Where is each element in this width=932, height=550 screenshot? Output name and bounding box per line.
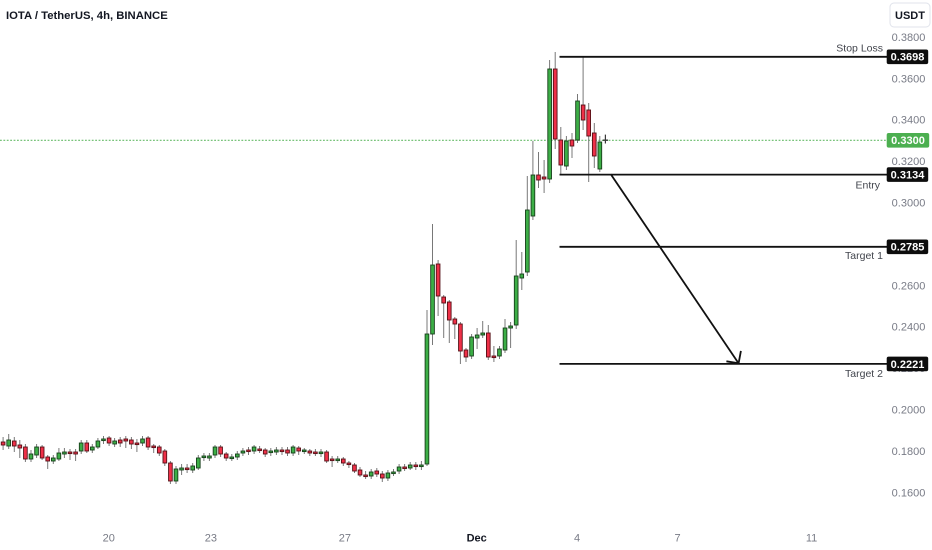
svg-text:0.2221: 0.2221	[891, 359, 925, 371]
svg-text:0.2400: 0.2400	[892, 322, 926, 334]
svg-text:IOTA / TetherUS, 4h, BINANCE: IOTA / TetherUS, 4h, BINANCE	[6, 10, 168, 22]
svg-text:0.3400: 0.3400	[892, 115, 926, 127]
svg-text:Dec: Dec	[467, 533, 487, 545]
svg-text:11: 11	[806, 533, 817, 545]
svg-text:Target 2: Target 2	[845, 368, 883, 380]
svg-text:Target 1: Target 1	[845, 250, 883, 262]
svg-text:0.3000: 0.3000	[892, 198, 926, 210]
svg-text:0.2000: 0.2000	[892, 405, 926, 417]
svg-text:0.3200: 0.3200	[892, 156, 926, 168]
svg-text:Entry: Entry	[855, 179, 880, 191]
svg-text:0.3600: 0.3600	[892, 73, 926, 85]
svg-text:0.2600: 0.2600	[892, 280, 926, 292]
svg-text:0.1600: 0.1600	[892, 487, 926, 499]
svg-text:0.3800: 0.3800	[892, 32, 926, 44]
svg-text:0.3698: 0.3698	[891, 52, 925, 64]
svg-text:27: 27	[339, 533, 351, 545]
svg-text:4: 4	[574, 533, 580, 545]
svg-text:0.1800: 0.1800	[892, 446, 926, 458]
svg-text:0.2785: 0.2785	[891, 242, 925, 254]
svg-text:7: 7	[675, 533, 681, 545]
svg-text:0.3300: 0.3300	[891, 135, 925, 147]
svg-text:20: 20	[103, 533, 115, 545]
svg-text:Stop Loss: Stop Loss	[836, 42, 883, 54]
svg-text:23: 23	[205, 533, 217, 545]
svg-text:0.3134: 0.3134	[891, 170, 926, 182]
svg-text:USDT: USDT	[895, 10, 925, 22]
